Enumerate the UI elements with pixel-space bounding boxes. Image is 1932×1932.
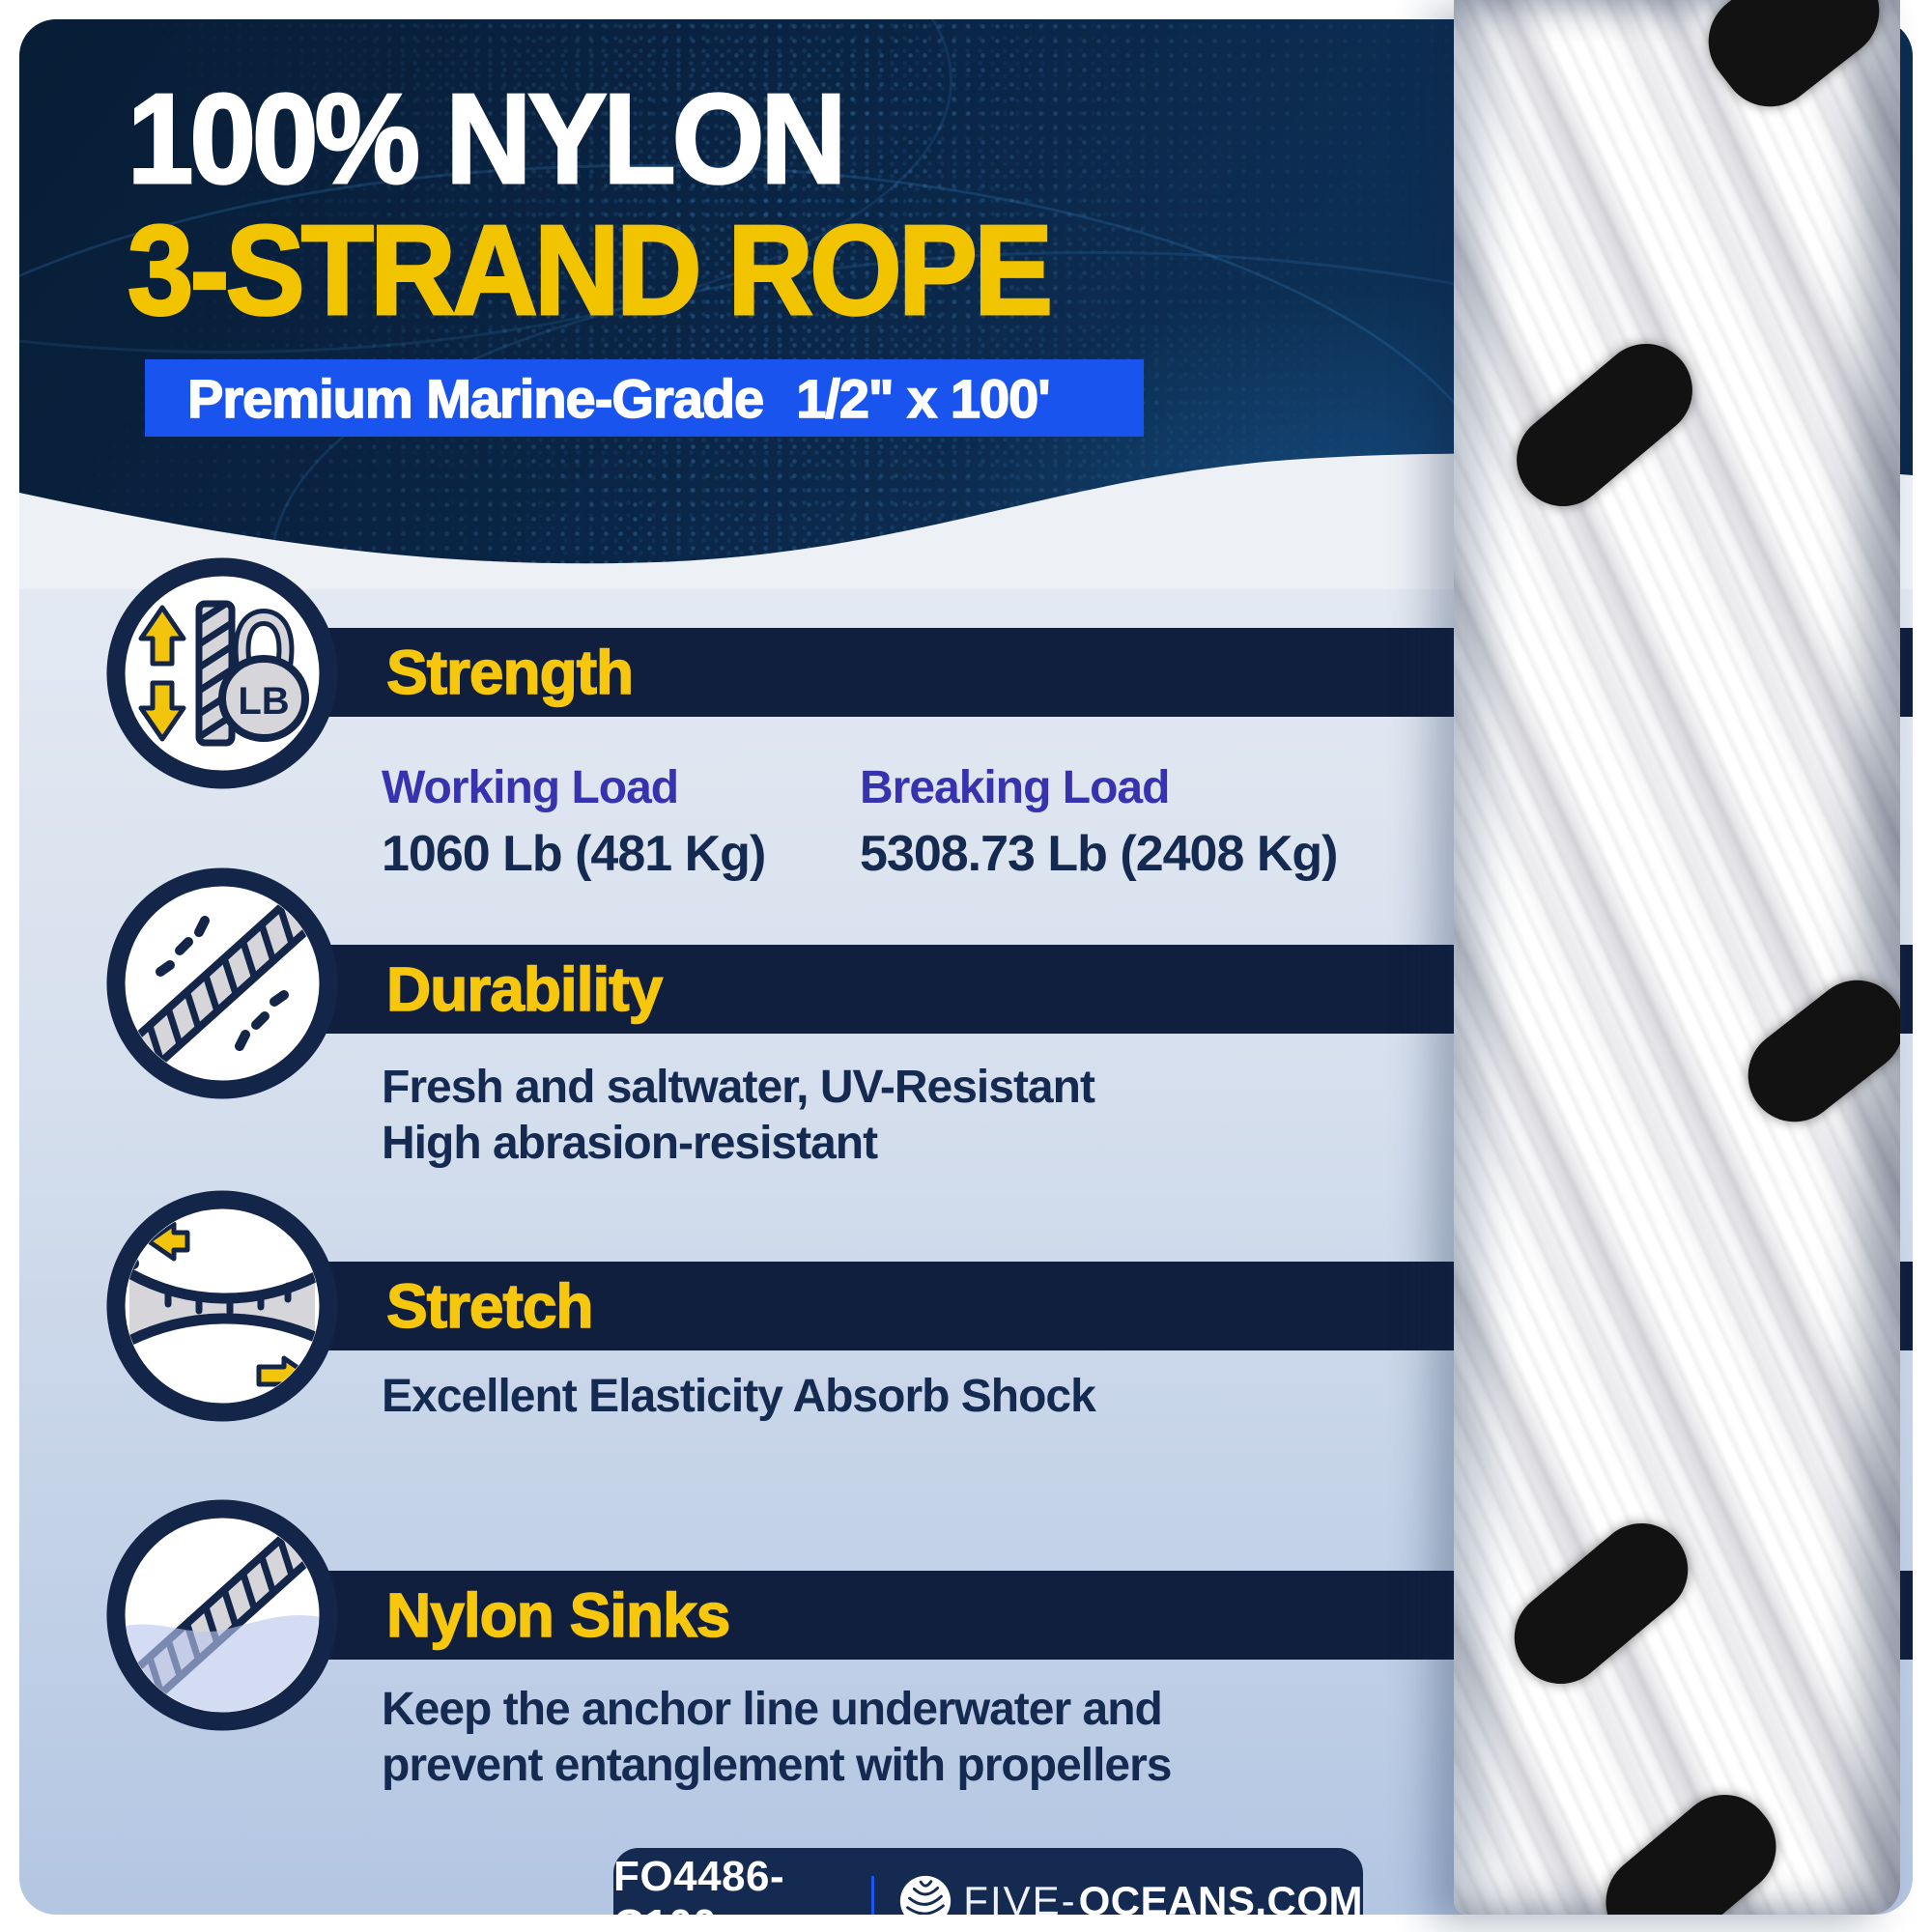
black-tracer-strand — [1497, 325, 1712, 526]
breaking-load-value: 5308.73 Lb (2408 Kg) — [860, 826, 1338, 882]
footer-divider — [870, 1875, 875, 1915]
brand-lockup: FIVE- OCEANS.COM — [897, 1873, 1363, 1916]
brand-name-bold: OCEANS.COM — [1078, 1877, 1363, 1916]
brand-name-light: FIVE- — [963, 1877, 1077, 1916]
durability-line: Fresh and saltwater, UV-Resistant — [382, 1062, 1095, 1113]
marine-grade-banner: Premium Marine-Grade 1/2" x 100' — [145, 359, 1144, 437]
black-tracer-strand — [1586, 1775, 1796, 1915]
shell-logo-icon — [900, 1875, 952, 1915]
breaking-load-label: Breaking Load — [860, 762, 1170, 813]
rope-product-photo — [1454, 0, 1900, 1915]
black-tracer-strand — [1729, 961, 1900, 1141]
stretch-arrows-icon — [106, 1190, 338, 1422]
header-wave-edge — [19, 453, 1913, 589]
page-title: 100% NYLON — [127, 68, 848, 210]
stretch-line: Excellent Elasticity Absorb Shock — [382, 1371, 1096, 1422]
durability-line: High abrasion-resistant — [382, 1118, 878, 1169]
working-load-value: 1060 Lb (481 Kg) — [382, 826, 766, 882]
sku-code: FO4486-C100 — [613, 1852, 785, 1916]
section-heading: Strength — [385, 637, 635, 708]
footer-bar: FO4486-C100 FIVE- OCEANS.COM — [613, 1848, 1363, 1915]
section-heading: Stretch — [385, 1270, 594, 1342]
black-tracer-strand — [1689, 0, 1899, 127]
section-heading: Nylon Sinks — [385, 1579, 731, 1651]
svg-text:LB: LB — [238, 680, 289, 723]
strength-load-icon: LB — [106, 557, 338, 789]
banner-label: Premium Marine-Grade — [186, 367, 765, 430]
nylon-sinks-water-icon — [106, 1499, 338, 1731]
working-load-label: Working Load — [382, 762, 679, 813]
section-heading: Durability — [385, 953, 664, 1025]
banner-size: 1/2" x 100' — [795, 367, 1051, 430]
nylon-sinks-line: Keep the anchor line underwater and — [382, 1684, 1163, 1735]
durability-abrasion-icon — [106, 867, 338, 1099]
black-tracer-strand — [1495, 1504, 1707, 1703]
nylon-sinks-line: prevent entanglement with propellers — [382, 1740, 1172, 1791]
page-subtitle: 3-STRAND ROPE — [127, 199, 1055, 341]
